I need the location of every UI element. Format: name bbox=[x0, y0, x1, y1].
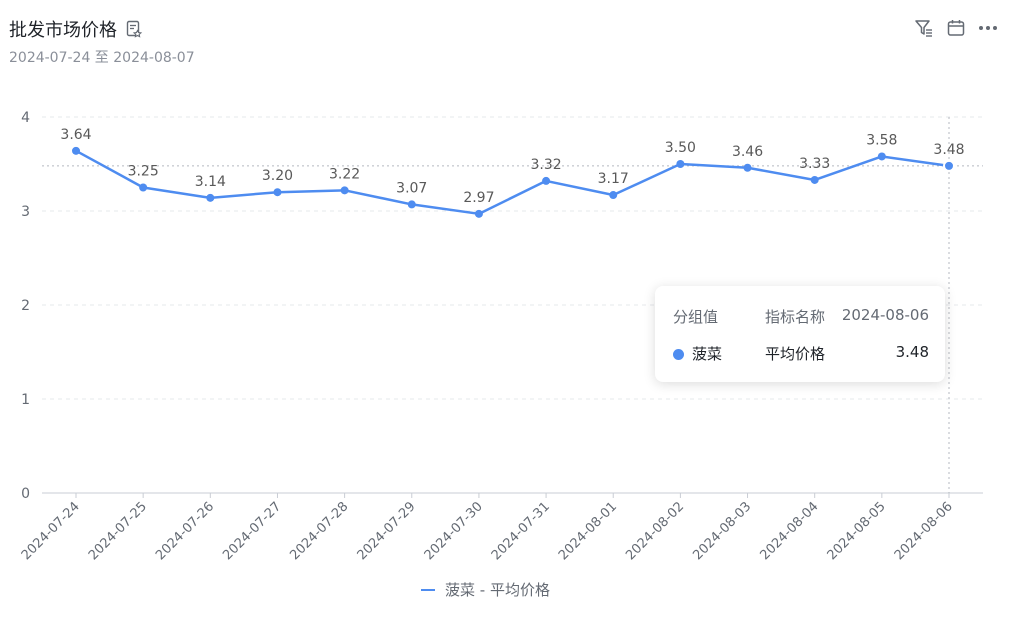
data-point bbox=[743, 163, 752, 172]
data-label: 3.58 bbox=[866, 132, 897, 148]
tooltip-group-cell: 菠菜 bbox=[673, 343, 722, 364]
page-title: 批发市场价格 bbox=[9, 20, 117, 41]
data-point bbox=[206, 193, 215, 202]
x-tick-label: 2024-07-25 bbox=[86, 499, 150, 563]
tooltip-col-date: 2024-08-06 bbox=[841, 306, 929, 324]
data-point bbox=[676, 160, 685, 168]
data-label: 3.22 bbox=[329, 166, 360, 182]
bookmark-doc-icon[interactable] bbox=[125, 20, 143, 38]
chart-title-row: 批发市场价格 bbox=[9, 16, 143, 42]
data-label: 3.33 bbox=[799, 156, 830, 172]
data-label: 3.32 bbox=[530, 157, 561, 173]
tooltip-col-group: 分组值 bbox=[673, 308, 719, 326]
data-label: 3.20 bbox=[262, 168, 293, 184]
data-label: 3.50 bbox=[665, 140, 696, 156]
legend-label: 菠菜 - 平均价格 bbox=[445, 581, 550, 599]
tooltip: 分组值 指标名称 2024-08-06 菠菜 平均价格 3.48 bbox=[655, 286, 945, 382]
x-tick-label: 2024-07-24 bbox=[19, 499, 83, 563]
y-tick-label: 0 bbox=[21, 486, 30, 502]
data-point bbox=[542, 176, 551, 185]
y-tick-label: 1 bbox=[21, 392, 30, 408]
data-point bbox=[877, 152, 886, 161]
x-tick-label: 2024-08-05 bbox=[825, 499, 889, 563]
data-point bbox=[139, 183, 148, 192]
x-tick-label: 2024-07-30 bbox=[422, 499, 486, 563]
data-point bbox=[943, 159, 955, 172]
y-tick-label: 2 bbox=[21, 298, 30, 314]
data-label: 2.97 bbox=[463, 190, 494, 206]
x-tick-label: 2024-08-06 bbox=[892, 499, 956, 563]
data-label: 3.64 bbox=[60, 127, 91, 143]
legend-line-icon bbox=[421, 588, 435, 591]
x-tick-label: 2024-08-03 bbox=[690, 499, 754, 563]
date-range: 2024-07-24 至 2024-08-07 bbox=[9, 50, 195, 66]
series-line bbox=[75, 149, 950, 216]
data-point bbox=[609, 191, 618, 200]
x-tick-label: 2024-08-01 bbox=[556, 499, 620, 563]
data-point bbox=[72, 146, 80, 155]
x-tick-label: 2024-07-26 bbox=[153, 499, 217, 563]
data-label: 3.25 bbox=[128, 164, 159, 180]
data-label: 3.14 bbox=[195, 174, 226, 190]
legend-item[interactable]: 菠菜 - 平均价格 bbox=[421, 579, 550, 600]
calendar-icon[interactable] bbox=[945, 17, 967, 39]
x-tick-label: 2024-07-29 bbox=[355, 499, 419, 563]
data-point bbox=[810, 175, 819, 184]
tooltip-value: 3.48 bbox=[895, 343, 929, 361]
data-label: 3.07 bbox=[396, 180, 427, 196]
data-point bbox=[273, 188, 282, 197]
tooltip-metric: 平均价格 bbox=[765, 345, 826, 363]
data-point bbox=[407, 200, 416, 209]
tooltip-col-metric: 指标名称 bbox=[765, 308, 826, 326]
x-tick-label: 2024-08-04 bbox=[757, 499, 821, 563]
x-tick-label: 2024-07-31 bbox=[489, 499, 553, 563]
x-tick-label: 2024-08-02 bbox=[623, 499, 687, 563]
data-label: 3.17 bbox=[598, 171, 629, 187]
data-label: 3.46 bbox=[732, 144, 763, 160]
data-point bbox=[340, 186, 349, 195]
series-dot-icon bbox=[673, 349, 684, 360]
x-tick-label: 2024-07-28 bbox=[287, 499, 351, 563]
data-point bbox=[474, 209, 483, 218]
chart-toolbar bbox=[913, 17, 999, 39]
more-icon[interactable] bbox=[977, 17, 999, 39]
y-tick-label: 3 bbox=[21, 204, 30, 220]
filter-icon[interactable] bbox=[913, 17, 935, 39]
tooltip-group: 菠菜 bbox=[692, 345, 723, 363]
x-tick-label: 2024-07-27 bbox=[220, 499, 284, 563]
y-tick-label: 4 bbox=[21, 110, 30, 126]
data-label: 3.48 bbox=[933, 142, 964, 158]
